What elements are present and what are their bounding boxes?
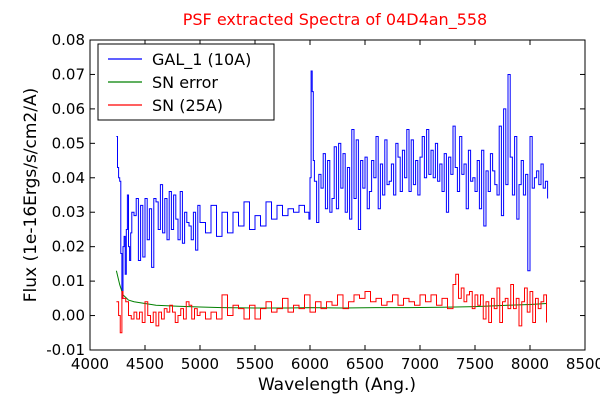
legend: GAL_1 (10A) SN error SN (25A) (97, 43, 275, 121)
x-tick-label: 5000 (181, 355, 219, 373)
legend-label: SN (25A) (152, 96, 223, 115)
x-tick-label: 4500 (126, 355, 164, 373)
series-line-1 (116, 70, 549, 299)
x-tick-label: 5500 (236, 355, 274, 373)
x-tick-label: 6000 (291, 355, 329, 373)
plot-frame (89, 39, 586, 351)
y-tick-label: 0.08 (52, 31, 85, 49)
x-axis-label: Wavelength (Ang.) (258, 375, 416, 395)
legend-label: GAL_1 (10A) (152, 50, 251, 70)
plot-area (115, 70, 549, 334)
y-tick-label: 0.07 (52, 65, 85, 83)
y-tick-label: 0.06 (52, 100, 85, 118)
axis-ticks: 4000 4500 5000 5500 6000 6500 7000 7500 8000 8500… (46, 31, 600, 373)
y-tick-label: 0.00 (52, 307, 85, 325)
y-tick-label: -0.01 (46, 341, 85, 359)
x-tick-label: 6500 (346, 355, 384, 373)
y-axis-label: Flux (1e-16Ergs/s/cm2/A) (21, 88, 41, 303)
chart-title: PSF extracted Spectra of 04D4an_558 (183, 10, 487, 30)
y-tick-label: 0.03 (52, 203, 85, 221)
y-tick-label: 0.05 (52, 134, 85, 152)
series-line-2 (115, 270, 547, 309)
y-tick-label: 0.01 (52, 272, 85, 290)
x-tick-label: 4000 (71, 355, 109, 373)
legend-label: SN error (152, 73, 218, 92)
y-tick-label: 0.02 (52, 238, 85, 256)
x-tick-label: 8500 (566, 355, 600, 373)
series-line-3 (116, 273, 547, 334)
x-tick-label: 8000 (511, 355, 549, 373)
x-tick-label: 7500 (456, 355, 494, 373)
y-tick-label: 0.04 (52, 169, 85, 187)
x-tick-label: 7000 (401, 355, 439, 373)
